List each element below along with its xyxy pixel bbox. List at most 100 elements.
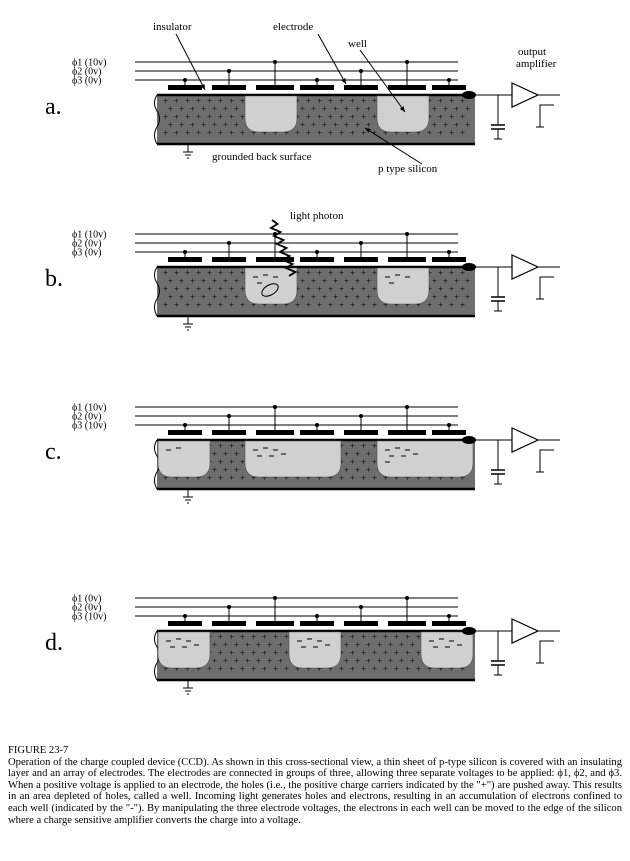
svg-text:+: + xyxy=(355,656,360,666)
svg-text:+: + xyxy=(196,473,201,483)
bus-junction-dot xyxy=(359,605,363,609)
bus-junction-dot xyxy=(405,405,409,409)
depletion-well xyxy=(376,440,474,478)
svg-text:+: + xyxy=(372,268,377,278)
svg-text:+: + xyxy=(295,128,300,138)
svg-text:+: + xyxy=(295,96,300,106)
svg-text:+: + xyxy=(394,632,399,642)
amplifier-ground xyxy=(536,449,554,473)
annotation-amplifier: amplifier xyxy=(516,58,557,70)
svg-text:+: + xyxy=(185,112,190,122)
svg-text:+: + xyxy=(278,656,283,666)
svg-text:+: + xyxy=(344,656,349,666)
svg-text:+: + xyxy=(218,96,223,106)
bus-junction-dot xyxy=(227,69,231,73)
svg-text:+: + xyxy=(333,120,338,130)
svg-text:+: + xyxy=(361,300,366,310)
electrode xyxy=(168,430,202,435)
svg-text:+: + xyxy=(427,112,432,122)
svg-text:+: + xyxy=(240,457,245,467)
svg-text:+: + xyxy=(168,292,173,302)
svg-text:+: + xyxy=(361,284,366,294)
svg-text:+: + xyxy=(438,473,443,483)
svg-text:+: + xyxy=(339,128,344,138)
svg-text:+: + xyxy=(284,128,289,138)
depletion-well xyxy=(420,631,474,669)
svg-text:+: + xyxy=(190,276,195,286)
svg-text:+: + xyxy=(350,96,355,106)
bus-junction-dot xyxy=(273,596,277,600)
svg-text:+: + xyxy=(185,300,190,310)
svg-text:+: + xyxy=(212,465,217,475)
svg-text:+: + xyxy=(229,457,234,467)
electrode xyxy=(344,85,378,90)
svg-text:+: + xyxy=(223,276,228,286)
bus-junction-dot xyxy=(183,78,187,82)
svg-text:+: + xyxy=(273,300,278,310)
svg-text:+: + xyxy=(207,96,212,106)
svg-text:+: + xyxy=(251,648,256,658)
amplifier-triangle xyxy=(511,618,540,644)
svg-text:+: + xyxy=(383,300,388,310)
svg-text:+: + xyxy=(284,648,289,658)
svg-text:+: + xyxy=(284,473,289,483)
svg-text:+: + xyxy=(399,656,404,666)
svg-text:+: + xyxy=(465,276,470,286)
svg-text:+: + xyxy=(229,632,234,642)
svg-text:+: + xyxy=(438,128,443,138)
svg-text:+: + xyxy=(163,473,168,483)
svg-text:+: + xyxy=(405,300,410,310)
svg-text:+: + xyxy=(366,104,371,114)
svg-text:+: + xyxy=(372,648,377,658)
svg-text:+: + xyxy=(405,632,410,642)
svg-text:+: + xyxy=(185,473,190,483)
svg-text:+: + xyxy=(449,664,454,674)
electrode xyxy=(256,85,294,90)
svg-text:+: + xyxy=(438,112,443,122)
svg-text:+: + xyxy=(163,96,168,106)
svg-text:+: + xyxy=(322,276,327,286)
annotation-output: output xyxy=(518,46,546,58)
svg-text:+: + xyxy=(355,104,360,114)
svg-text:+: + xyxy=(427,128,432,138)
well-arrow xyxy=(359,49,406,113)
svg-text:+: + xyxy=(163,268,168,278)
amplifier-ground xyxy=(536,640,554,664)
svg-text:+: + xyxy=(179,276,184,286)
svg-text:+: + xyxy=(229,112,234,122)
svg-text:+: + xyxy=(410,640,415,650)
svg-text:+: + xyxy=(262,632,267,642)
svg-text:+: + xyxy=(234,292,239,302)
svg-text:+: + xyxy=(223,449,228,459)
svg-text:+: + xyxy=(322,292,327,302)
svg-text:+: + xyxy=(405,648,410,658)
svg-text:+: + xyxy=(388,656,393,666)
svg-text:+: + xyxy=(273,473,278,483)
bus-junction-dot xyxy=(405,60,409,64)
svg-text:+: + xyxy=(350,268,355,278)
svg-text:+: + xyxy=(190,104,195,114)
svg-text:+: + xyxy=(449,300,454,310)
svg-text:+: + xyxy=(394,664,399,674)
svg-text:+: + xyxy=(207,128,212,138)
svg-text:+: + xyxy=(163,664,168,674)
svg-text:+: + xyxy=(273,648,278,658)
electrode xyxy=(168,257,202,262)
electrode xyxy=(344,621,378,626)
phase-label-phi1: ϕ1 (10v) xyxy=(72,403,106,414)
svg-text:+: + xyxy=(432,104,437,114)
svg-text:+: + xyxy=(465,104,470,114)
svg-text:+: + xyxy=(350,128,355,138)
svg-text:+: + xyxy=(185,664,190,674)
svg-text:+: + xyxy=(339,632,344,642)
bus-junction-dot xyxy=(447,423,451,427)
svg-text:+: + xyxy=(240,441,245,451)
svg-text:+: + xyxy=(350,284,355,294)
amplifier-triangle xyxy=(511,427,540,453)
svg-text:+: + xyxy=(454,292,459,302)
svg-text:+: + xyxy=(432,292,437,302)
svg-text:+: + xyxy=(350,441,355,451)
svg-text:+: + xyxy=(229,96,234,106)
svg-text:+: + xyxy=(361,632,366,642)
svg-text:+: + xyxy=(212,449,217,459)
